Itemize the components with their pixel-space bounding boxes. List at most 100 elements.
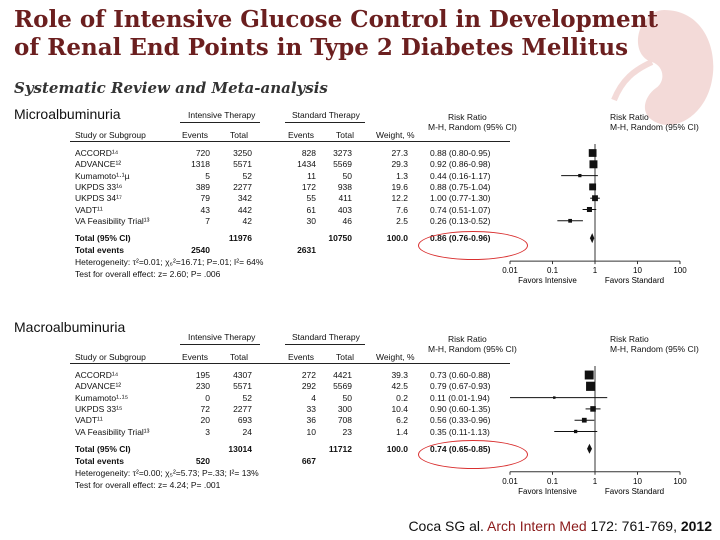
events-standard: 4 — [311, 392, 316, 403]
total-standard-sum: 10750 — [328, 233, 352, 244]
risk-ratio: 0.35 (0.11-1.13) — [430, 426, 490, 437]
point-estimate-square — [589, 183, 597, 191]
total-standard: 411 — [338, 193, 352, 204]
events-standard: 172 — [301, 181, 316, 192]
events-intensive: 20 — [200, 415, 210, 426]
study-name: Kumamoto¹·¹⁵ — [75, 392, 129, 403]
col-total-standard: Total — [336, 352, 354, 362]
citation-volume: 172: 761-769, — [590, 518, 677, 534]
events-standard: 30 — [306, 215, 316, 226]
pooled-estimate-diamond — [589, 233, 595, 244]
group-intensive-header: Intensive Therapy — [188, 332, 256, 342]
total-events-standard: 2631 — [297, 245, 316, 256]
events-standard: 272 — [301, 370, 316, 380]
risk-ratio: 0.44 (0.16-1.17) — [430, 170, 491, 181]
total-standard: 46 — [342, 215, 352, 226]
pooled-estimate-diamond — [587, 443, 593, 454]
axis-tick-label: 100 — [673, 477, 687, 486]
total-label: Total (95% CI) — [75, 443, 131, 454]
point-estimate-square — [581, 417, 587, 423]
plot-header-top: Risk Ratio — [610, 112, 649, 122]
weight: 42.5 — [391, 381, 408, 392]
favors-intensive-label: Favors Intensive — [518, 276, 577, 285]
weight: 7.6 — [396, 204, 408, 215]
risk-ratio: 0.88 (0.75-1.04) — [430, 181, 491, 192]
events-standard: 292 — [301, 381, 316, 392]
axis-tick-label: 0.1 — [547, 477, 559, 486]
total-standard: 3273 — [333, 148, 352, 158]
risk-ratio: 0.88 (0.80-0.95) — [430, 148, 491, 158]
total-events-intensive: 520 — [195, 455, 210, 466]
events-intensive: 0 — [205, 392, 210, 403]
point-estimate-square — [588, 149, 597, 157]
subtitle: Systematic Review and Meta-analysis — [14, 79, 328, 97]
citation-year: 2012 — [680, 518, 712, 534]
axis-tick-label: 1 — [593, 477, 598, 486]
total-standard: 708 — [337, 415, 352, 426]
plot-header-top: Risk Ratio — [610, 334, 649, 344]
study-name: UKPDS 34¹⁷ — [75, 193, 123, 204]
total-intensive: 52 — [242, 170, 252, 181]
axis-tick-label: 10 — [633, 266, 642, 275]
total-weight: 100.0 — [386, 233, 408, 244]
risk-ratio: 0.56 (0.33-0.96) — [430, 415, 491, 426]
risk-ratio: 0.26 (0.13-0.52) — [430, 215, 491, 226]
rr-header-bottom: M-H, Random (95% CI) — [428, 344, 517, 354]
events-intensive: 389 — [195, 181, 210, 192]
axis-tick-label: 0.01 — [502, 266, 518, 275]
total-label: Total (95% CI) — [75, 233, 131, 244]
axis-tick-label: 1 — [593, 266, 598, 275]
kidney-illustration — [611, 10, 714, 126]
total-intensive: 342 — [237, 193, 252, 204]
study-name: ACCORD¹⁴ — [75, 148, 119, 158]
point-estimate-square — [553, 396, 556, 399]
events-intensive: 7 — [205, 215, 210, 226]
weight: 12.2 — [391, 193, 408, 204]
study-name: ADVANCE¹² — [75, 159, 122, 170]
col-study: Study or Subgroup — [75, 352, 146, 362]
weight: 1.4 — [396, 426, 408, 437]
events-intensive: 1318 — [191, 159, 210, 170]
axis-tick-label: 100 — [673, 266, 687, 275]
total-events-standard: 667 — [301, 455, 316, 466]
study-name: VADT¹¹ — [75, 415, 103, 426]
total-intensive: 2277 — [233, 181, 252, 192]
point-estimate-square — [590, 406, 596, 412]
events-standard: 33 — [306, 403, 316, 414]
total-intensive: 5571 — [233, 381, 252, 392]
events-intensive: 230 — [195, 381, 210, 392]
rr-header-top: Risk Ratio — [448, 334, 487, 344]
point-estimate-square — [568, 218, 573, 223]
risk-ratio: 0.73 (0.60-0.88) — [430, 370, 491, 380]
citation-journal: Arch Intern Med — [487, 518, 587, 534]
col-events-intensive: Events — [182, 130, 208, 140]
page-title: Role of Intensive Glucose Control in Dev… — [14, 6, 658, 62]
total-events-label: Total events — [75, 245, 124, 256]
macroalbuminuria-label: Macroalbuminuria — [12, 319, 128, 335]
forest-plot-graphic: 0.01 0.1 1 10 100 Favors Intensive Favors Stan… — [502, 366, 687, 496]
citation: Coca SG al. Arch Intern Med 172: 761-769… — [408, 518, 712, 534]
study-name: VA Feasibility Trial¹³ — [75, 215, 150, 226]
events-intensive: 79 — [200, 193, 210, 204]
total-standard: 50 — [342, 170, 352, 181]
rr-header-top: Risk Ratio — [448, 112, 487, 122]
point-estimate-square — [586, 381, 596, 391]
events-intensive: 5 — [205, 170, 210, 181]
events-standard: 11 — [307, 170, 316, 181]
col-weight: Weight, % — [376, 352, 415, 362]
weight: 1.3 — [396, 170, 408, 181]
heterogeneity: Heterogeneity: τ²=0.00; χ₅²=5.73; P=.33;… — [75, 467, 259, 478]
favors-intensive-label: Favors Intensive — [518, 487, 577, 496]
weight: 39.3 — [391, 370, 408, 380]
col-events-standard: Events — [288, 130, 314, 140]
axis-tick-label: 0.01 — [502, 477, 518, 486]
events-intensive: 72 — [200, 403, 210, 414]
total-standard-sum: 11712 — [328, 443, 352, 454]
point-estimate-square — [589, 160, 598, 169]
risk-ratio: 0.79 (0.67-0.93) — [430, 381, 491, 392]
forest-plot-microalbuminuria: Intensive Therapy Standard Therapy Risk Ra… — [70, 108, 699, 300]
axis-tick-label: 10 — [633, 477, 642, 486]
axis-tick-label: 0.1 — [547, 266, 559, 275]
group-standard-header: Standard Therapy — [292, 332, 360, 342]
weight: 6.2 — [396, 415, 408, 426]
